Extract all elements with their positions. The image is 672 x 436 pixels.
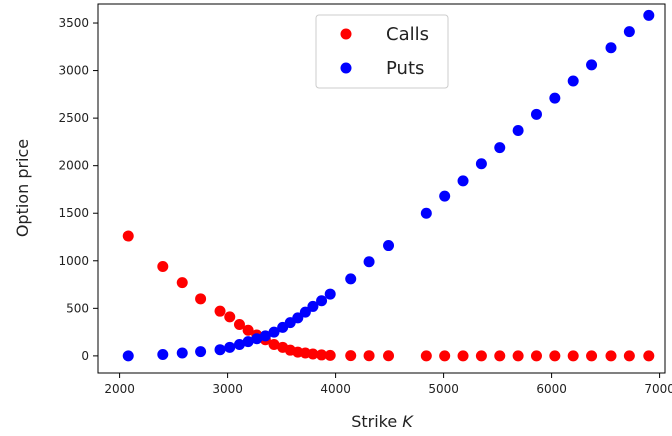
data-point-puts <box>549 92 561 104</box>
data-point-puts <box>224 341 236 353</box>
data-point-calls <box>623 350 635 362</box>
data-point-calls <box>176 277 188 289</box>
data-point-calls <box>233 318 245 330</box>
data-point-calls <box>307 348 319 360</box>
y-axis-label: Option price <box>13 139 32 237</box>
data-point-puts <box>316 295 328 307</box>
data-point-puts <box>457 175 469 187</box>
x-tick-label: 7000 <box>644 382 672 396</box>
data-point-puts <box>605 42 617 54</box>
legend-label-puts: Puts <box>386 58 424 79</box>
data-point-calls <box>224 311 236 323</box>
data-point-puts <box>299 306 311 318</box>
data-point-calls <box>549 350 561 362</box>
x-tick-label: 3000 <box>212 382 243 396</box>
data-point-calls <box>586 350 598 362</box>
data-point-puts <box>567 75 579 87</box>
data-point-puts <box>586 59 598 71</box>
plot-frame <box>97 3 666 374</box>
y-tick-label: 2500 <box>58 111 89 125</box>
data-point-calls <box>530 350 542 362</box>
data-point-calls <box>383 350 395 362</box>
data-point-puts <box>122 350 134 362</box>
data-point-puts <box>292 312 304 324</box>
y-tick-label: 3000 <box>58 64 89 78</box>
series-calls <box>122 230 655 362</box>
x-axis-label-variable: K <box>402 412 414 431</box>
data-point-puts <box>623 26 635 38</box>
data-point-calls <box>475 350 487 362</box>
data-point-calls <box>345 350 357 362</box>
data-point-calls <box>122 230 134 242</box>
data-point-calls <box>512 350 524 362</box>
legend: Calls Puts <box>315 14 449 89</box>
data-point-puts <box>383 240 395 252</box>
y-tick-label: 1000 <box>58 254 89 268</box>
data-point-puts <box>307 300 319 312</box>
data-point-puts <box>420 207 432 219</box>
data-point-calls <box>363 350 375 362</box>
data-point-calls <box>324 349 336 361</box>
legend-label-calls: Calls <box>386 24 429 45</box>
data-point-calls <box>316 349 328 361</box>
data-point-puts <box>439 190 451 202</box>
data-point-calls <box>643 350 655 362</box>
data-point-puts <box>345 273 357 285</box>
y-tick-label: 500 <box>66 301 89 315</box>
x-axis-label-text: Strike <box>351 412 397 431</box>
data-point-puts <box>176 347 188 359</box>
x-tick-label: 6000 <box>536 382 567 396</box>
x-axis-label: Strike K <box>351 412 414 431</box>
data-point-puts <box>251 333 263 345</box>
data-point-puts <box>242 336 254 348</box>
data-point-puts <box>324 288 336 300</box>
data-point-calls <box>494 350 506 362</box>
ticks-layer: 2000 3000 4000 5000 6000 7000 0 500 1000 1500 2000… <box>58 16 672 396</box>
y-tick-label: 0 <box>81 349 89 363</box>
data-point-calls <box>420 350 432 362</box>
data-point-calls <box>605 350 617 362</box>
data-point-calls <box>268 338 280 350</box>
data-point-puts <box>259 330 271 342</box>
points-layer <box>122 9 655 362</box>
x-tick-label: 5000 <box>428 382 459 396</box>
data-point-calls <box>214 305 226 317</box>
data-point-puts <box>494 142 506 154</box>
data-point-calls <box>567 350 579 362</box>
y-tick-label: 1500 <box>58 206 89 220</box>
data-point-puts <box>157 348 169 360</box>
data-point-puts <box>530 108 542 120</box>
data-point-puts <box>643 9 655 21</box>
data-point-puts <box>233 338 245 350</box>
data-point-calls <box>439 350 451 362</box>
y-tick-label: 3500 <box>58 16 89 30</box>
y-tick-label: 2000 <box>58 159 89 173</box>
data-point-calls <box>195 293 207 305</box>
legend-marker-calls <box>340 28 352 40</box>
data-point-puts <box>268 326 280 338</box>
data-point-calls <box>242 324 254 336</box>
series-puts <box>122 9 655 362</box>
x-tick-label: 4000 <box>320 382 351 396</box>
data-point-puts <box>195 346 207 358</box>
data-point-puts <box>214 344 226 356</box>
data-point-puts <box>512 124 524 136</box>
data-point-puts <box>363 256 375 268</box>
legend-marker-puts <box>340 62 352 74</box>
data-point-puts <box>475 158 487 170</box>
x-tick-label: 2000 <box>104 382 135 396</box>
data-point-calls <box>457 350 469 362</box>
data-point-calls <box>157 260 169 272</box>
